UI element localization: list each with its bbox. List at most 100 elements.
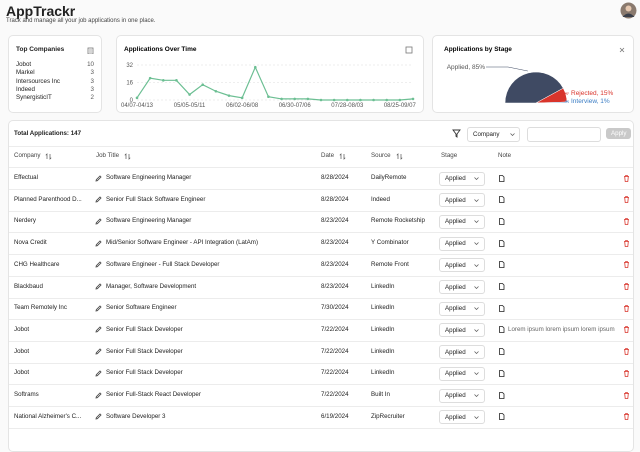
company: Planned Parenthood D...	[14, 195, 82, 203]
sort-icon[interactable]	[396, 153, 403, 160]
edit-icon[interactable]	[95, 413, 102, 420]
point	[280, 97, 283, 101]
note-icon[interactable]	[498, 391, 505, 399]
leader-line	[486, 66, 528, 72]
edit-icon[interactable]	[95, 326, 102, 333]
note-icon[interactable]	[498, 174, 505, 182]
apply-button[interactable]: Apply	[606, 128, 631, 139]
company: Team Remotely Inc	[14, 304, 67, 312]
date: 8/23/2024	[321, 282, 349, 290]
sort-icon[interactable]	[339, 153, 346, 160]
edit-icon[interactable]	[95, 305, 102, 312]
note-icon[interactable]	[498, 217, 505, 225]
glyph	[95, 370, 102, 377]
note-icon[interactable]	[498, 369, 505, 377]
row-divider	[9, 167, 633, 168]
filter-input[interactable]	[527, 127, 601, 142]
note-icon[interactable]	[498, 348, 505, 355]
stage-select[interactable]: Applied	[439, 171, 485, 186]
edit-icon[interactable]	[95, 261, 102, 268]
stage: Applied	[445, 218, 466, 226]
stage-select[interactable]: Applied	[439, 366, 485, 381]
edit-icon[interactable]	[95, 283, 102, 290]
delete-icon[interactable]	[623, 218, 630, 225]
note-icon[interactable]	[498, 413, 505, 421]
arrows	[124, 153, 131, 160]
source: Remote Rocketship	[371, 217, 425, 225]
avatar[interactable]	[620, 2, 637, 19]
stage-select[interactable]: Applied	[439, 258, 485, 273]
delete-icon[interactable]	[623, 304, 630, 312]
icon	[619, 47, 625, 53]
company: Softrams	[14, 390, 39, 398]
note-icon[interactable]	[498, 261, 505, 269]
stage-select[interactable]: Applied	[439, 388, 485, 403]
glyph	[499, 391, 505, 399]
source: LinkedIn	[371, 304, 395, 312]
app-title: AppTrackr	[6, 3, 76, 19]
note-icon[interactable]	[498, 326, 505, 334]
edit-icon[interactable]	[95, 174, 102, 182]
sort-icon[interactable]	[124, 153, 131, 160]
stage-select[interactable]: Applied	[439, 301, 485, 316]
stage-select[interactable]: Applied	[439, 236, 485, 251]
filter-icon[interactable]	[452, 129, 461, 138]
edit-icon[interactable]	[95, 196, 102, 203]
note-icon[interactable]	[498, 239, 505, 247]
glyph	[499, 217, 505, 225]
delete-icon[interactable]	[623, 413, 630, 421]
glyph	[95, 283, 102, 290]
stage-select[interactable]: Applied	[439, 193, 485, 208]
filter-field: Company	[473, 130, 500, 138]
delete-icon[interactable]	[623, 326, 630, 334]
stage-select[interactable]: Applied	[439, 410, 485, 425]
delete-icon[interactable]	[623, 261, 630, 269]
company-count: 2	[90, 94, 94, 102]
glyph	[474, 307, 479, 311]
stage-select[interactable]: Applied	[439, 323, 485, 338]
stage: Applied	[445, 391, 466, 399]
point	[398, 98, 402, 102]
delete-icon[interactable]	[623, 391, 630, 399]
glyph	[95, 348, 102, 355]
delete-icon[interactable]	[623, 239, 630, 247]
job-title: Mid/Senior Software Engineer - API Integ…	[106, 238, 259, 246]
page: AppTrackr Track and manage all your job …	[6, 2, 637, 452]
stage-select[interactable]: Applied	[439, 214, 485, 229]
delete-icon[interactable]	[623, 174, 630, 182]
note-icon[interactable]	[498, 283, 505, 290]
filter-select[interactable]: Company	[467, 127, 520, 142]
pie-slice	[504, 71, 564, 104]
column-header: Company	[14, 151, 41, 159]
point	[214, 89, 218, 93]
point	[253, 65, 257, 69]
delete-icon[interactable]	[623, 348, 630, 355]
edit-icon[interactable]	[95, 218, 102, 225]
note-icon[interactable]	[498, 304, 505, 312]
glyph	[95, 305, 102, 312]
delete-icon[interactable]	[623, 196, 630, 204]
point	[372, 98, 375, 102]
glyph	[499, 261, 505, 269]
column-header: Stage	[441, 151, 458, 159]
edit-icon[interactable]	[95, 348, 102, 355]
stage-select[interactable]: Applied	[439, 280, 485, 294]
edit-icon[interactable]	[95, 391, 102, 399]
job-title: Software Engineering Manager	[106, 217, 192, 225]
company: Jobot	[14, 347, 30, 355]
chevron	[474, 242, 479, 246]
edit-icon[interactable]	[95, 240, 102, 247]
sort-icon[interactable]	[45, 153, 52, 160]
note-icon[interactable]	[498, 196, 505, 204]
glyph	[499, 369, 505, 377]
delete-icon[interactable]	[623, 283, 630, 290]
stage-select[interactable]: Applied	[439, 345, 485, 360]
edit-icon[interactable]	[95, 370, 102, 377]
company-count: 3	[90, 77, 94, 85]
x-tick-label: 05/05-05/11	[174, 103, 206, 109]
y-tick-label: 0	[130, 98, 134, 104]
company: CHG Healthcare	[14, 260, 60, 268]
source: Built In	[371, 390, 390, 398]
job-title: Senior Full Stack Developer	[106, 325, 183, 333]
delete-icon[interactable]	[623, 369, 630, 377]
